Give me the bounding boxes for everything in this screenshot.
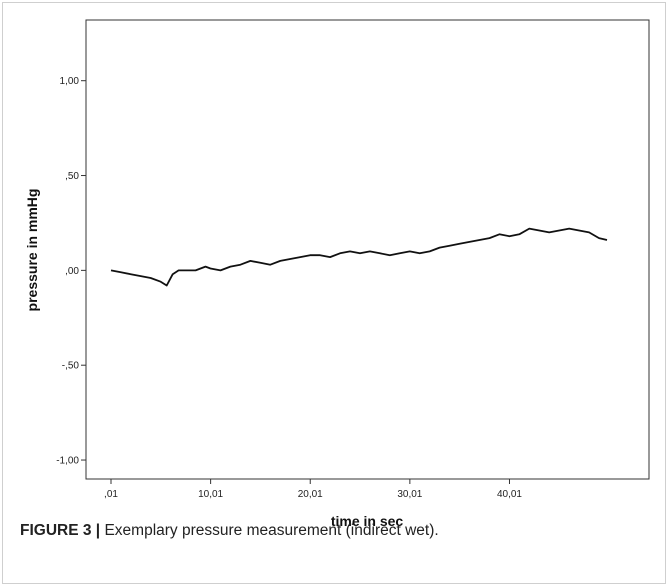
caption-text: FIGURE 3 | Exemplary pressure measuremen… <box>20 522 439 540</box>
x-tick-label: ,01 <box>104 489 118 500</box>
y-tick-label: -1,00 <box>56 456 79 467</box>
y-tick-label: -,50 <box>62 361 80 372</box>
y-tick-label: ,50 <box>65 171 79 182</box>
y-tick-label: ,00 <box>65 266 79 277</box>
x-tick-label: 40,01 <box>497 489 522 500</box>
series-line <box>110 227 608 287</box>
x-axis-title: time in sec <box>331 513 404 529</box>
x-tick-label: 30,01 <box>397 489 422 500</box>
x-tick-label: 10,01 <box>198 489 223 500</box>
caption-label: FIGURE 3 | <box>20 522 101 539</box>
x-axis: ,01 10,01 20,01 30,01 40,01 <box>104 479 522 500</box>
x-tick-label: 20,01 <box>298 489 323 500</box>
series-group <box>110 227 608 287</box>
y-tick-label: 1,00 <box>60 76 80 87</box>
plot-area <box>85 19 650 480</box>
y-axis: 1,00 ,50 ,00 -,50 -1,00 <box>56 76 86 467</box>
y-axis-title: pressure in mmHg <box>24 189 40 312</box>
caption-body: Exemplary pressure measurement (indirect… <box>100 522 439 539</box>
